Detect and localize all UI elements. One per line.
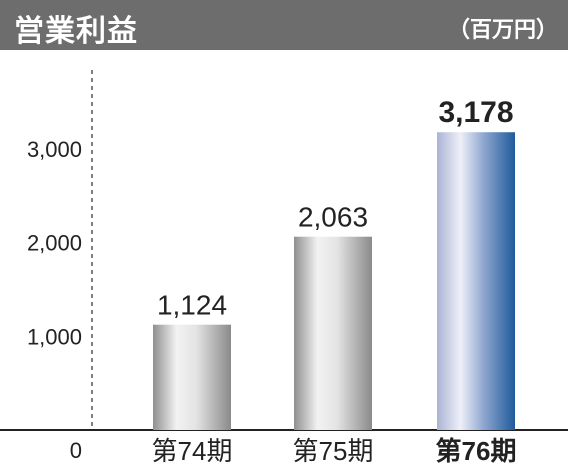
x-category-label: 第75期 [293,436,374,466]
x-category-label: 第76期 [436,436,517,466]
bar-chart: 0 1,000 2,000 3,000 1,124 第74期 2,063 第75期 3,178… [0,70,568,466]
bar-value-label: 2,063 [298,202,368,233]
y-tick-label: 1,000 [27,324,82,349]
y-tick-label: 0 [70,438,82,463]
bar [153,324,231,430]
chart-title: 営業利益 [14,14,138,49]
bar [294,236,372,430]
x-category-label: 第74期 [152,436,233,466]
bar [437,132,515,430]
y-tick-label: 3,000 [27,137,82,162]
unit-label: （百万円） [447,18,558,43]
bar-value-label: 3,178 [438,96,513,129]
y-tick-label: 2,000 [27,231,82,256]
chart-header: 営業利益 （百万円） [0,0,568,50]
bar-value-label: 1,124 [157,290,227,321]
